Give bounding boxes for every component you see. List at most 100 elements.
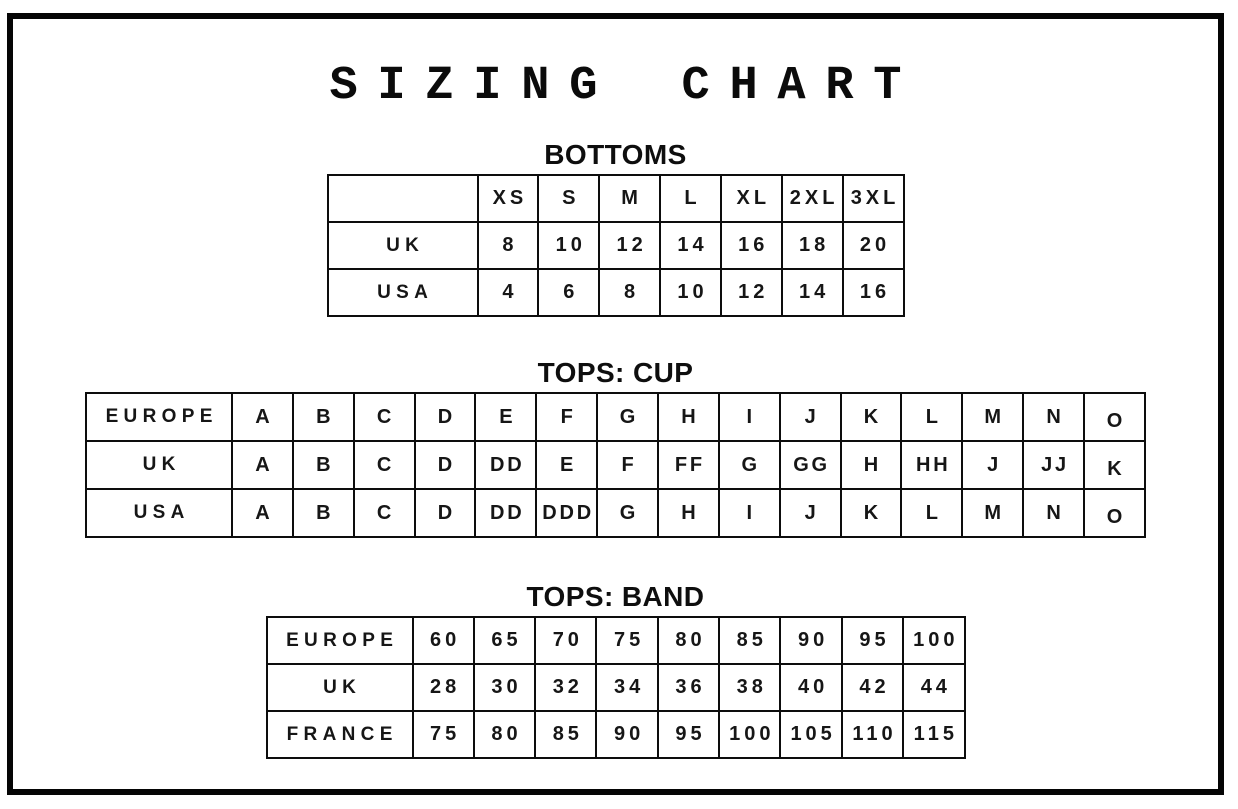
size-cell: H xyxy=(657,392,720,442)
size-cell: 75 xyxy=(411,710,475,759)
size-cell: 8 xyxy=(598,268,662,317)
bottoms-size-table: XS S M L XL 2XL 3XL UK 8 10 12 14 16 18 20 USA 4 6 8 10 12 14… xyxy=(326,174,905,317)
size-cell: 85 xyxy=(718,616,782,665)
size-table-row: FRANCE 75 80 85 90 95 100 105 110 115 xyxy=(265,710,966,759)
size-cell: 14 xyxy=(780,268,844,317)
tops-band-size-table: EUROPE 60 65 70 75 80 85 90 95 100 UK 28 30 32 34 36 38 4… xyxy=(265,616,966,759)
size-cell: C xyxy=(352,440,416,490)
size-cell: 10 xyxy=(537,221,601,270)
size-cell: 8 xyxy=(476,221,540,270)
size-cell: 75 xyxy=(595,616,659,665)
size-cell: 80 xyxy=(656,616,721,665)
size-header-row: XS S M L XL 2XL 3XL xyxy=(326,174,905,223)
size-cell: H xyxy=(657,488,720,538)
size-column-header: 3XL xyxy=(841,174,905,223)
size-cell: K xyxy=(839,392,903,442)
size-cell: 115 xyxy=(902,710,966,759)
size-cell: B xyxy=(291,392,355,442)
size-cell: J xyxy=(778,488,842,538)
size-cell: 4 xyxy=(476,268,540,317)
row-label-europe: EUROPE xyxy=(265,616,414,665)
row-label-uk: UK xyxy=(265,663,414,712)
size-cell: GG xyxy=(778,440,842,490)
size-cell: 90 xyxy=(779,616,843,665)
size-cell: 70 xyxy=(534,616,598,665)
size-cell: M xyxy=(961,392,1025,442)
size-table-row: USA 4 6 8 10 12 14 16 xyxy=(326,268,905,317)
size-cell: J xyxy=(778,392,842,442)
size-cell: N xyxy=(1022,392,1086,442)
size-cell: L xyxy=(900,488,964,538)
size-cell: HH xyxy=(900,440,964,490)
size-cell: 44 xyxy=(902,663,966,712)
size-cell: 95 xyxy=(840,616,905,665)
size-table-row: USA A B C D DD DDD G H I J K L M N O xyxy=(85,488,1146,538)
row-label-europe: EUROPE xyxy=(85,392,233,442)
size-cell: E xyxy=(474,392,538,442)
size-cell: 16 xyxy=(719,221,783,270)
size-cell: M xyxy=(961,488,1025,538)
size-cell: C xyxy=(352,488,416,538)
size-cell: 16 xyxy=(841,268,905,317)
size-column-header: L xyxy=(659,174,722,223)
size-cell: E xyxy=(535,440,599,490)
row-label-uk: UK xyxy=(85,440,233,490)
size-cell: G xyxy=(717,440,781,490)
size-cell: A xyxy=(231,440,294,490)
size-cell: JJ xyxy=(1022,440,1086,490)
size-cell: FF xyxy=(657,440,720,490)
size-cell: L xyxy=(900,392,964,442)
size-cell: 40 xyxy=(779,663,843,712)
size-cell: D xyxy=(413,440,477,490)
size-table-row: UK A B C D DD E F FF G GG H HH J JJ K xyxy=(85,440,1146,490)
size-cell: 80 xyxy=(472,710,537,759)
row-label-usa: USA xyxy=(85,488,233,538)
size-cell: DDD xyxy=(535,488,599,538)
section-heading-tops-cup: TOPS: CUP xyxy=(537,357,694,388)
size-cell: 100 xyxy=(902,616,966,665)
size-cell: 105 xyxy=(779,710,843,759)
size-table-row: UK 28 30 32 34 36 38 40 42 44 xyxy=(265,663,966,712)
size-cell: 42 xyxy=(840,663,905,712)
size-cell: 95 xyxy=(656,710,721,759)
size-table-row: EUROPE 60 65 70 75 80 85 90 95 100 xyxy=(265,616,966,665)
size-cell: 6 xyxy=(537,268,601,317)
size-cell: I xyxy=(717,488,781,538)
size-cell: 60 xyxy=(411,616,475,665)
size-cell: D xyxy=(413,488,477,538)
size-column-header: S xyxy=(537,174,601,223)
section-tops-band: TOPS: BAND EUROPE 60 65 70 75 80 85 90 95 100 UK 28… xyxy=(13,583,1218,759)
corner-cell xyxy=(326,174,479,223)
size-cell: K xyxy=(1083,440,1146,490)
size-cell: 10 xyxy=(659,268,722,317)
size-table-row: EUROPE A B C D E F G H I J K L M N O xyxy=(85,392,1146,442)
size-cell: 36 xyxy=(656,663,721,712)
size-cell: B xyxy=(291,440,355,490)
size-cell: 85 xyxy=(534,710,598,759)
size-cell: N xyxy=(1022,488,1086,538)
size-cell: 12 xyxy=(598,221,662,270)
section-bottoms: BOTTOMS XS S M L XL 2XL 3XL UK 8 10 12 14 16 18 20 USA 4… xyxy=(13,141,1218,317)
size-column-header: XS xyxy=(476,174,540,223)
size-cell: K xyxy=(839,488,903,538)
section-heading-tops-band: TOPS: BAND xyxy=(526,581,705,612)
size-column-header: XL xyxy=(719,174,783,223)
row-label-france: FRANCE xyxy=(265,710,414,759)
tops-cup-size-table: EUROPE A B C D E F G H I J K L M N O UK A B C D DD E F FF G GG H HH J… xyxy=(85,392,1146,538)
page-title: SIZING CHART xyxy=(329,60,922,113)
size-cell: G xyxy=(596,488,660,538)
size-cell: DD xyxy=(474,488,538,538)
size-cell: B xyxy=(291,488,355,538)
size-cell: C xyxy=(352,392,416,442)
size-cell: 34 xyxy=(595,663,659,712)
size-cell: DD xyxy=(474,440,538,490)
size-cell: A xyxy=(231,488,294,538)
size-cell: 18 xyxy=(780,221,844,270)
size-cell: 14 xyxy=(659,221,722,270)
outer-frame: SIZING CHART BOTTOMS XS S M L XL 2XL 3XL UK 8 10 1… xyxy=(7,13,1224,795)
size-cell: 30 xyxy=(472,663,537,712)
section-heading-bottoms: BOTTOMS xyxy=(544,139,687,170)
size-cell: F xyxy=(596,440,660,490)
size-cell: I xyxy=(717,392,781,442)
